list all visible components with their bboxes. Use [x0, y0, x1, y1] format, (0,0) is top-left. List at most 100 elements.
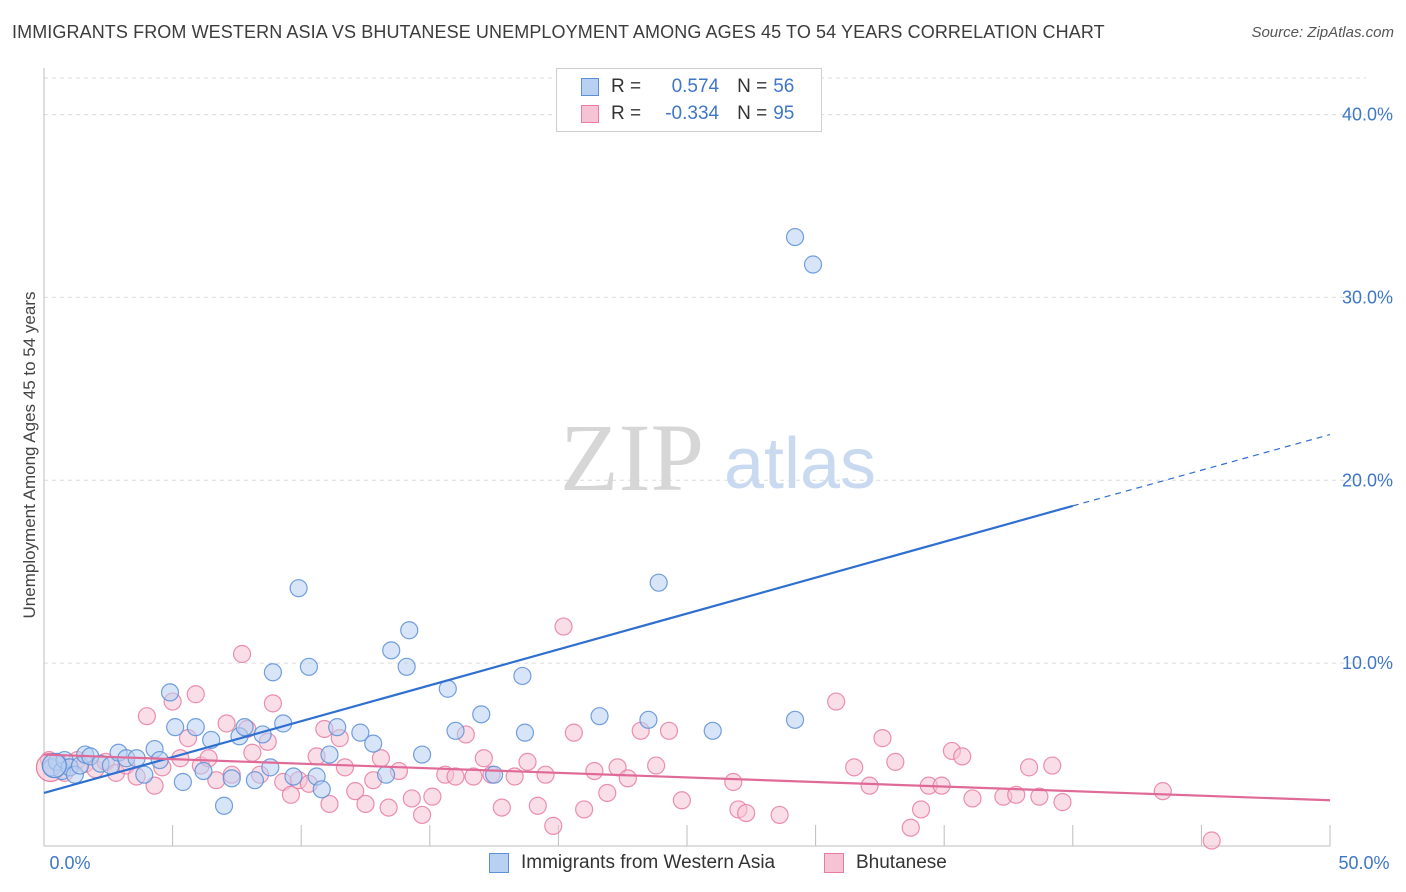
y-tick-label: 40.0%	[1342, 105, 1393, 125]
bottom-legend: Immigrants from Western Asia Bhutanese	[0, 852, 1406, 878]
point-bhutanese	[737, 803, 756, 823]
point-western-asia	[590, 707, 609, 726]
bottom-legend-western-asia[interactable]: Immigrants from Western Asia	[489, 852, 775, 874]
point-bhutanese	[243, 743, 262, 762]
point-bhutanese	[672, 791, 691, 810]
point-bhutanese	[554, 617, 573, 636]
point-western-asia	[166, 718, 185, 737]
point-western-asia	[485, 765, 504, 784]
point-western-asia	[214, 796, 234, 815]
trend-line-bhutanese	[43, 753, 1331, 802]
source-label: Source: ZipAtlas.com	[1251, 24, 1394, 41]
point-western-asia	[785, 227, 805, 247]
point-bhutanese	[474, 749, 493, 768]
x-tick-label: 50.0%	[1338, 853, 1389, 873]
point-bhutanese	[528, 796, 547, 815]
bottom-legend-bhutanese[interactable]: Bhutanese	[824, 852, 947, 874]
y-tick-label: 20.0%	[1342, 470, 1393, 490]
point-bhutanese	[575, 800, 594, 819]
point-bhutanese	[770, 805, 789, 825]
point-western-asia	[639, 710, 658, 729]
legend-n-value-bhutanese: 95	[773, 103, 795, 124]
point-bhutanese	[281, 785, 301, 804]
legend-swatch-western-asia	[581, 78, 599, 96]
point-bhutanese	[464, 767, 483, 786]
point-bhutanese	[1007, 785, 1026, 804]
bottom-legend-swatch-bhutanese	[824, 853, 844, 873]
point-bhutanese	[402, 789, 421, 808]
point-bhutanese	[379, 798, 398, 817]
legend-r-label: R =	[611, 103, 642, 124]
point-bhutanese	[1030, 787, 1049, 806]
point-western-asia	[785, 710, 805, 729]
point-bhutanese	[647, 756, 666, 775]
point-western-asia	[186, 718, 205, 737]
x-tick-label: 0.0%	[49, 853, 90, 873]
point-western-asia	[173, 772, 192, 792]
point-bhutanese	[232, 644, 252, 664]
trend-lines	[43, 433, 1331, 802]
point-bhutanese	[263, 694, 283, 713]
point-western-asia	[135, 765, 154, 784]
x-tick-labels: 0.0% 50.0%	[49, 853, 1389, 873]
point-bhutanese	[911, 800, 931, 819]
point-western-asia	[320, 745, 339, 764]
point-bhutanese	[320, 794, 339, 814]
point-western-asia-cluster	[41, 752, 67, 779]
point-bhutanese	[1053, 793, 1072, 812]
legend-r-value-western-asia: 0.574	[671, 76, 720, 97]
point-bhutanese	[585, 761, 604, 781]
legend-r-label: R =	[611, 76, 642, 97]
point-bhutanese	[423, 787, 442, 806]
point-bhutanese	[356, 794, 375, 814]
point-bhutanese	[1019, 758, 1039, 777]
point-bhutanese	[217, 714, 236, 733]
point-bhutanese	[873, 729, 892, 748]
point-bhutanese	[963, 789, 982, 808]
point-bhutanese	[137, 707, 156, 726]
chart-title: IMMIGRANTS FROM WESTERN ASIA VS BHUTANES…	[12, 22, 1105, 42]
point-bhutanese	[346, 782, 365, 801]
point-western-asia	[382, 641, 401, 660]
point-bhutanese	[901, 818, 920, 837]
point-western-asia	[803, 255, 823, 274]
point-bhutanese	[1043, 756, 1062, 775]
point-bhutanese	[845, 758, 864, 777]
point-western-asia	[328, 718, 347, 737]
axes	[43, 68, 1331, 847]
point-western-asia	[397, 657, 416, 676]
point-bhutanese	[186, 685, 205, 704]
watermark-zip: ZIP	[560, 404, 704, 511]
point-bhutanese	[564, 723, 583, 742]
bottom-legend-label-western-asia: Immigrants from Western Asia	[521, 852, 776, 873]
point-bhutanese	[598, 783, 617, 803]
point-bhutanese	[953, 747, 972, 766]
point-bhutanese	[659, 721, 679, 740]
point-western-asia	[412, 745, 432, 764]
y-tick-label: 10.0%	[1342, 653, 1393, 673]
point-bhutanese	[724, 772, 743, 792]
trend-line-western-asia-extension	[1072, 433, 1331, 507]
point-western-asia	[222, 769, 241, 788]
point-western-asia	[312, 780, 331, 799]
point-bhutanese	[860, 776, 879, 795]
watermark: ZIP atlas	[560, 404, 876, 511]
point-western-asia	[235, 718, 254, 737]
legend-r-value-bhutanese: -0.334	[665, 103, 720, 124]
point-western-asia	[289, 579, 308, 598]
point-bhutanese	[412, 805, 432, 825]
point-western-asia	[351, 723, 370, 742]
legend-n-label: N =	[737, 103, 768, 124]
point-bhutanese	[618, 769, 637, 788]
point-bhutanese	[518, 752, 537, 771]
correlation-legend: R = 0.574 N = 56 R = -0.334 N = 95	[556, 68, 822, 132]
point-western-asia	[515, 723, 535, 742]
point-western-asia	[513, 666, 532, 686]
point-bhutanese	[492, 798, 511, 817]
bottom-legend-label-bhutanese: Bhutanese	[856, 852, 947, 873]
point-western-asia	[263, 663, 283, 682]
legend-row-western-asia: R = 0.574 N = 56	[581, 75, 794, 99]
legend-n-label: N =	[737, 76, 768, 97]
point-western-asia	[446, 721, 465, 740]
